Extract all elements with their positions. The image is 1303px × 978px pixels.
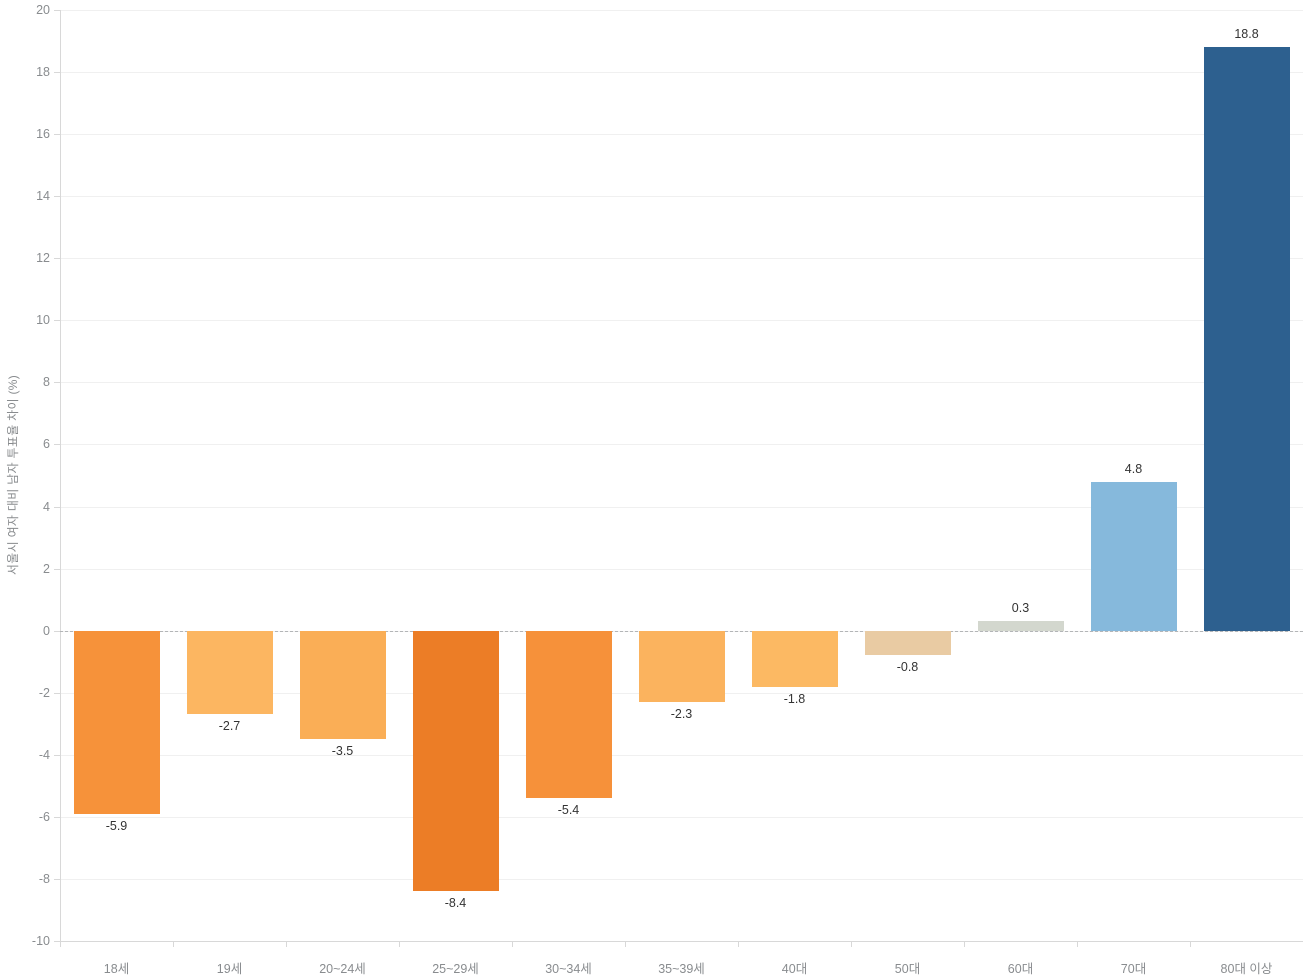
x-tick-mark	[1077, 941, 1078, 947]
y-tick-label: 6	[43, 437, 50, 452]
y-tick-label: 2	[43, 561, 50, 576]
x-tick-mark	[1190, 941, 1191, 947]
y-tick-mark	[54, 506, 60, 508]
bar[interactable]	[1203, 47, 1290, 631]
gridline	[60, 754, 1303, 756]
bar-value-label: -2.3	[670, 707, 693, 722]
x-axis-line	[60, 941, 1303, 942]
y-tick-label: 20	[36, 3, 50, 17]
y-tick-mark	[54, 10, 60, 11]
y-axis-title: 서울시 여자 대비 남자 투표율 차이 (%)	[6, 374, 20, 576]
bar[interactable]	[186, 630, 273, 715]
x-tick-mark	[851, 941, 852, 947]
bar-value-label: 18.8	[1234, 27, 1259, 42]
gridline	[60, 506, 1303, 508]
y-tick-label: 10	[36, 313, 50, 328]
y-tick-label: 4	[43, 499, 50, 514]
gridline	[60, 134, 1303, 136]
y-tick-label: 14	[36, 189, 50, 204]
bar[interactable]	[412, 630, 499, 892]
bar-value-label: -2.7	[218, 719, 241, 734]
y-tick-mark	[54, 258, 60, 260]
x-tick-mark	[625, 941, 626, 947]
bar-value-label: -0.8	[896, 660, 919, 675]
bar-value-label: -5.9	[105, 818, 128, 833]
y-tick-mark	[54, 320, 60, 322]
y-tick-label: 0	[43, 623, 50, 638]
bar[interactable]	[864, 630, 951, 656]
bar-value-label: -3.5	[331, 744, 354, 759]
gridline	[60, 816, 1303, 818]
y-tick-mark	[54, 878, 60, 880]
plot-area: -10 -8 -6 -4 -2 0 2 4 6 8 10 12 14 16 18 20 -5.9 18세 -2.7 1…	[32, 3, 1303, 976]
x-category-label: 80대 이상	[1220, 962, 1273, 976]
y-tick-label: -8	[38, 871, 50, 886]
y-tick-label: -10	[31, 934, 50, 948]
x-tick-mark	[399, 941, 400, 947]
bar-value-label: 0.3	[1011, 601, 1030, 616]
bar[interactable]	[977, 621, 1064, 631]
x-tick-mark	[286, 941, 287, 947]
y-tick-mark	[54, 630, 60, 632]
y-tick-mark	[54, 568, 60, 570]
bar-value-label: -1.8	[783, 691, 806, 706]
gridline	[60, 10, 1303, 11]
y-tick-mark	[54, 382, 60, 384]
bar[interactable]	[638, 630, 725, 703]
y-tick-label: 16	[36, 127, 50, 142]
x-tick-mark	[173, 941, 174, 947]
x-category-label: 20~24세	[319, 962, 366, 976]
x-category-label: 70대	[1120, 962, 1147, 976]
bar[interactable]	[525, 630, 612, 799]
y-tick-mark	[54, 816, 60, 818]
gridline	[60, 568, 1303, 570]
gridline	[60, 878, 1303, 880]
x-category-label: 60대	[1007, 962, 1034, 976]
x-tick-mark	[512, 941, 513, 947]
x-tick-mark	[60, 941, 61, 947]
gridline	[60, 72, 1303, 74]
y-tick-label: 18	[36, 65, 50, 80]
y-tick-mark	[54, 941, 60, 942]
x-tick-mark	[738, 941, 739, 947]
bar[interactable]	[73, 630, 160, 814]
gridline	[60, 320, 1303, 322]
bar-value-label: -8.4	[444, 896, 467, 911]
gridline	[60, 258, 1303, 260]
y-tick-mark	[54, 692, 60, 694]
gridline	[60, 444, 1303, 446]
x-category-label: 25~29세	[432, 962, 479, 976]
x-category-label: 50대	[894, 962, 921, 976]
x-category-label: 40대	[781, 962, 808, 976]
y-tick-mark	[54, 754, 60, 756]
bar[interactable]	[751, 630, 838, 687]
y-tick-label: 8	[43, 375, 50, 390]
bar[interactable]	[1090, 481, 1177, 631]
bar-value-label: 4.8	[1124, 461, 1143, 476]
y-tick-mark	[54, 196, 60, 198]
x-category-label: 19세	[216, 962, 243, 976]
y-tick-label: -6	[38, 809, 50, 824]
y-tick-label: -4	[38, 747, 50, 762]
bar-value-label: -5.4	[557, 803, 580, 818]
y-axis-line	[60, 10, 61, 941]
y-tick-mark	[54, 134, 60, 136]
x-category-label: 30~34세	[545, 962, 592, 976]
y-tick-mark	[54, 72, 60, 74]
gridline	[60, 196, 1303, 198]
gridline	[60, 382, 1303, 384]
y-tick-label: 12	[36, 251, 50, 266]
x-tick-mark	[964, 941, 965, 947]
bar[interactable]	[299, 630, 386, 740]
x-category-label: 18세	[103, 962, 130, 976]
y-tick-mark	[54, 444, 60, 446]
x-category-label: 35~39세	[658, 962, 705, 976]
y-tick-label: -2	[38, 685, 50, 700]
